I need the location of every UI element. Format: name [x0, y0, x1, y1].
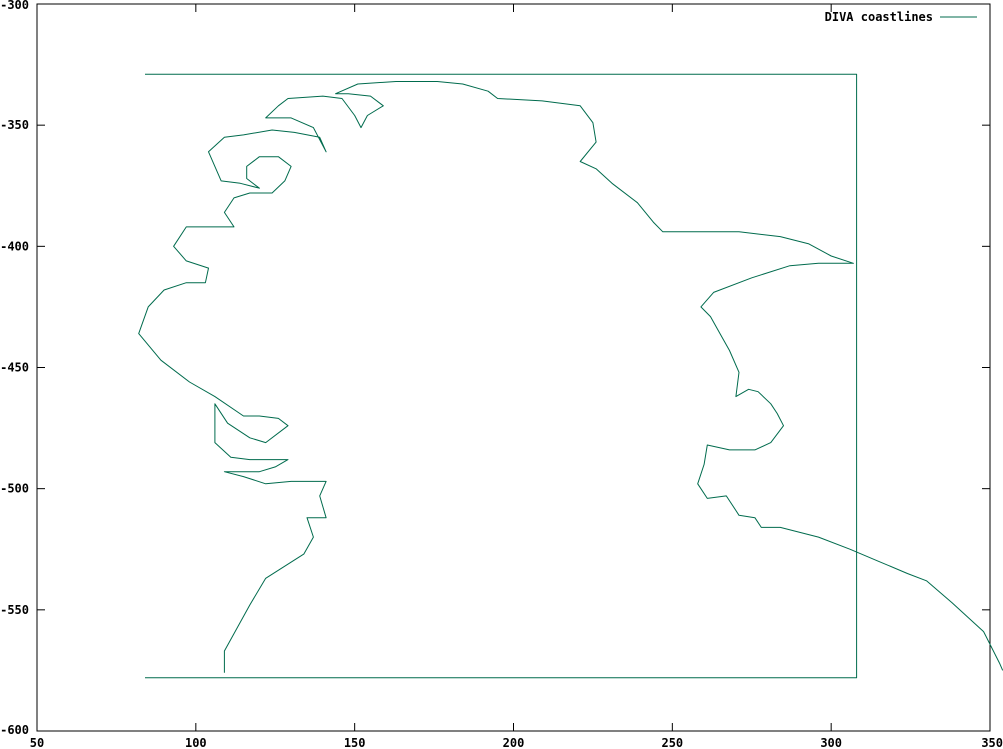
series-line-diva-coastlines	[138, 81, 1003, 673]
plot-frame	[36, 3, 991, 732]
legend: DIVA coastlines	[825, 10, 977, 24]
y-tick-label: -350	[0, 118, 29, 132]
x-tick-label: 200	[503, 736, 525, 749]
axis-ticks	[37, 4, 990, 731]
x-tick-label: 250	[661, 736, 683, 749]
x-tick-label: 350	[981, 736, 1003, 749]
x-tick-label: 300	[820, 736, 842, 749]
y-tick-label: -450	[0, 361, 29, 375]
y-tick-label: -550	[0, 603, 29, 617]
legend-label-diva-coastlines: DIVA coastlines	[825, 10, 933, 24]
x-tick-label: 50	[30, 736, 44, 749]
series-layer	[138, 73, 1003, 679]
y-tick-label: -400	[0, 239, 29, 253]
y-tick-label: -300	[0, 0, 29, 12]
x-tick-label: 150	[344, 736, 366, 749]
y-tick-label: -500	[0, 482, 29, 496]
y-tick-label: -600	[0, 723, 29, 737]
series-line-diva-coastlines	[145, 73, 858, 679]
x-tick-label: 100	[185, 736, 207, 749]
